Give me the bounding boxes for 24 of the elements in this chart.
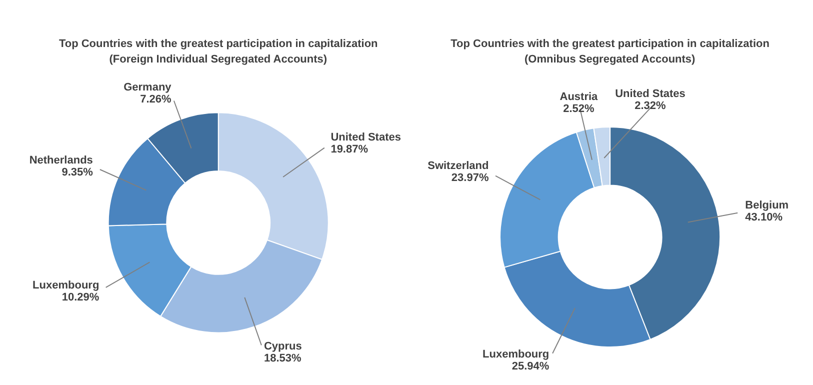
slice-label: Switzerland [428,160,489,172]
slice-label: Netherlands [29,154,93,166]
slice-label: Germany [124,82,172,94]
data-label: 23.97% [451,172,489,184]
data-label: 18.53% [264,352,302,364]
data-label: 7.26% [140,94,172,106]
slice-label: Belgium [745,199,789,212]
data-label: 2.52% [563,103,595,116]
slice-label: Cyprus [264,340,302,352]
data-label: 43.10% [745,211,783,224]
slice-label: Austria [560,91,599,104]
slice-label: Luxembourg [482,348,550,360]
slice-label: United States [615,88,686,100]
data-label: 25.94% [512,360,550,372]
data-label: 9.35% [62,166,94,178]
chart-subtitle: (Foreign Individual Segregated Accounts) [109,53,328,66]
slice-label: United States [330,131,401,144]
slice-label: Luxembourg [32,279,100,292]
chart-title: Top Countries with the greatest participation in capitalization [450,38,770,50]
data-label: 10.29% [62,291,100,304]
chart-subtitle: (Omnibus Segregated Accounts) [524,53,696,66]
chart-title: Top Countries with the greatest participation in capitalization [58,38,378,50]
data-label: 2.32% [634,100,666,112]
data-label: 19.87% [330,143,368,156]
